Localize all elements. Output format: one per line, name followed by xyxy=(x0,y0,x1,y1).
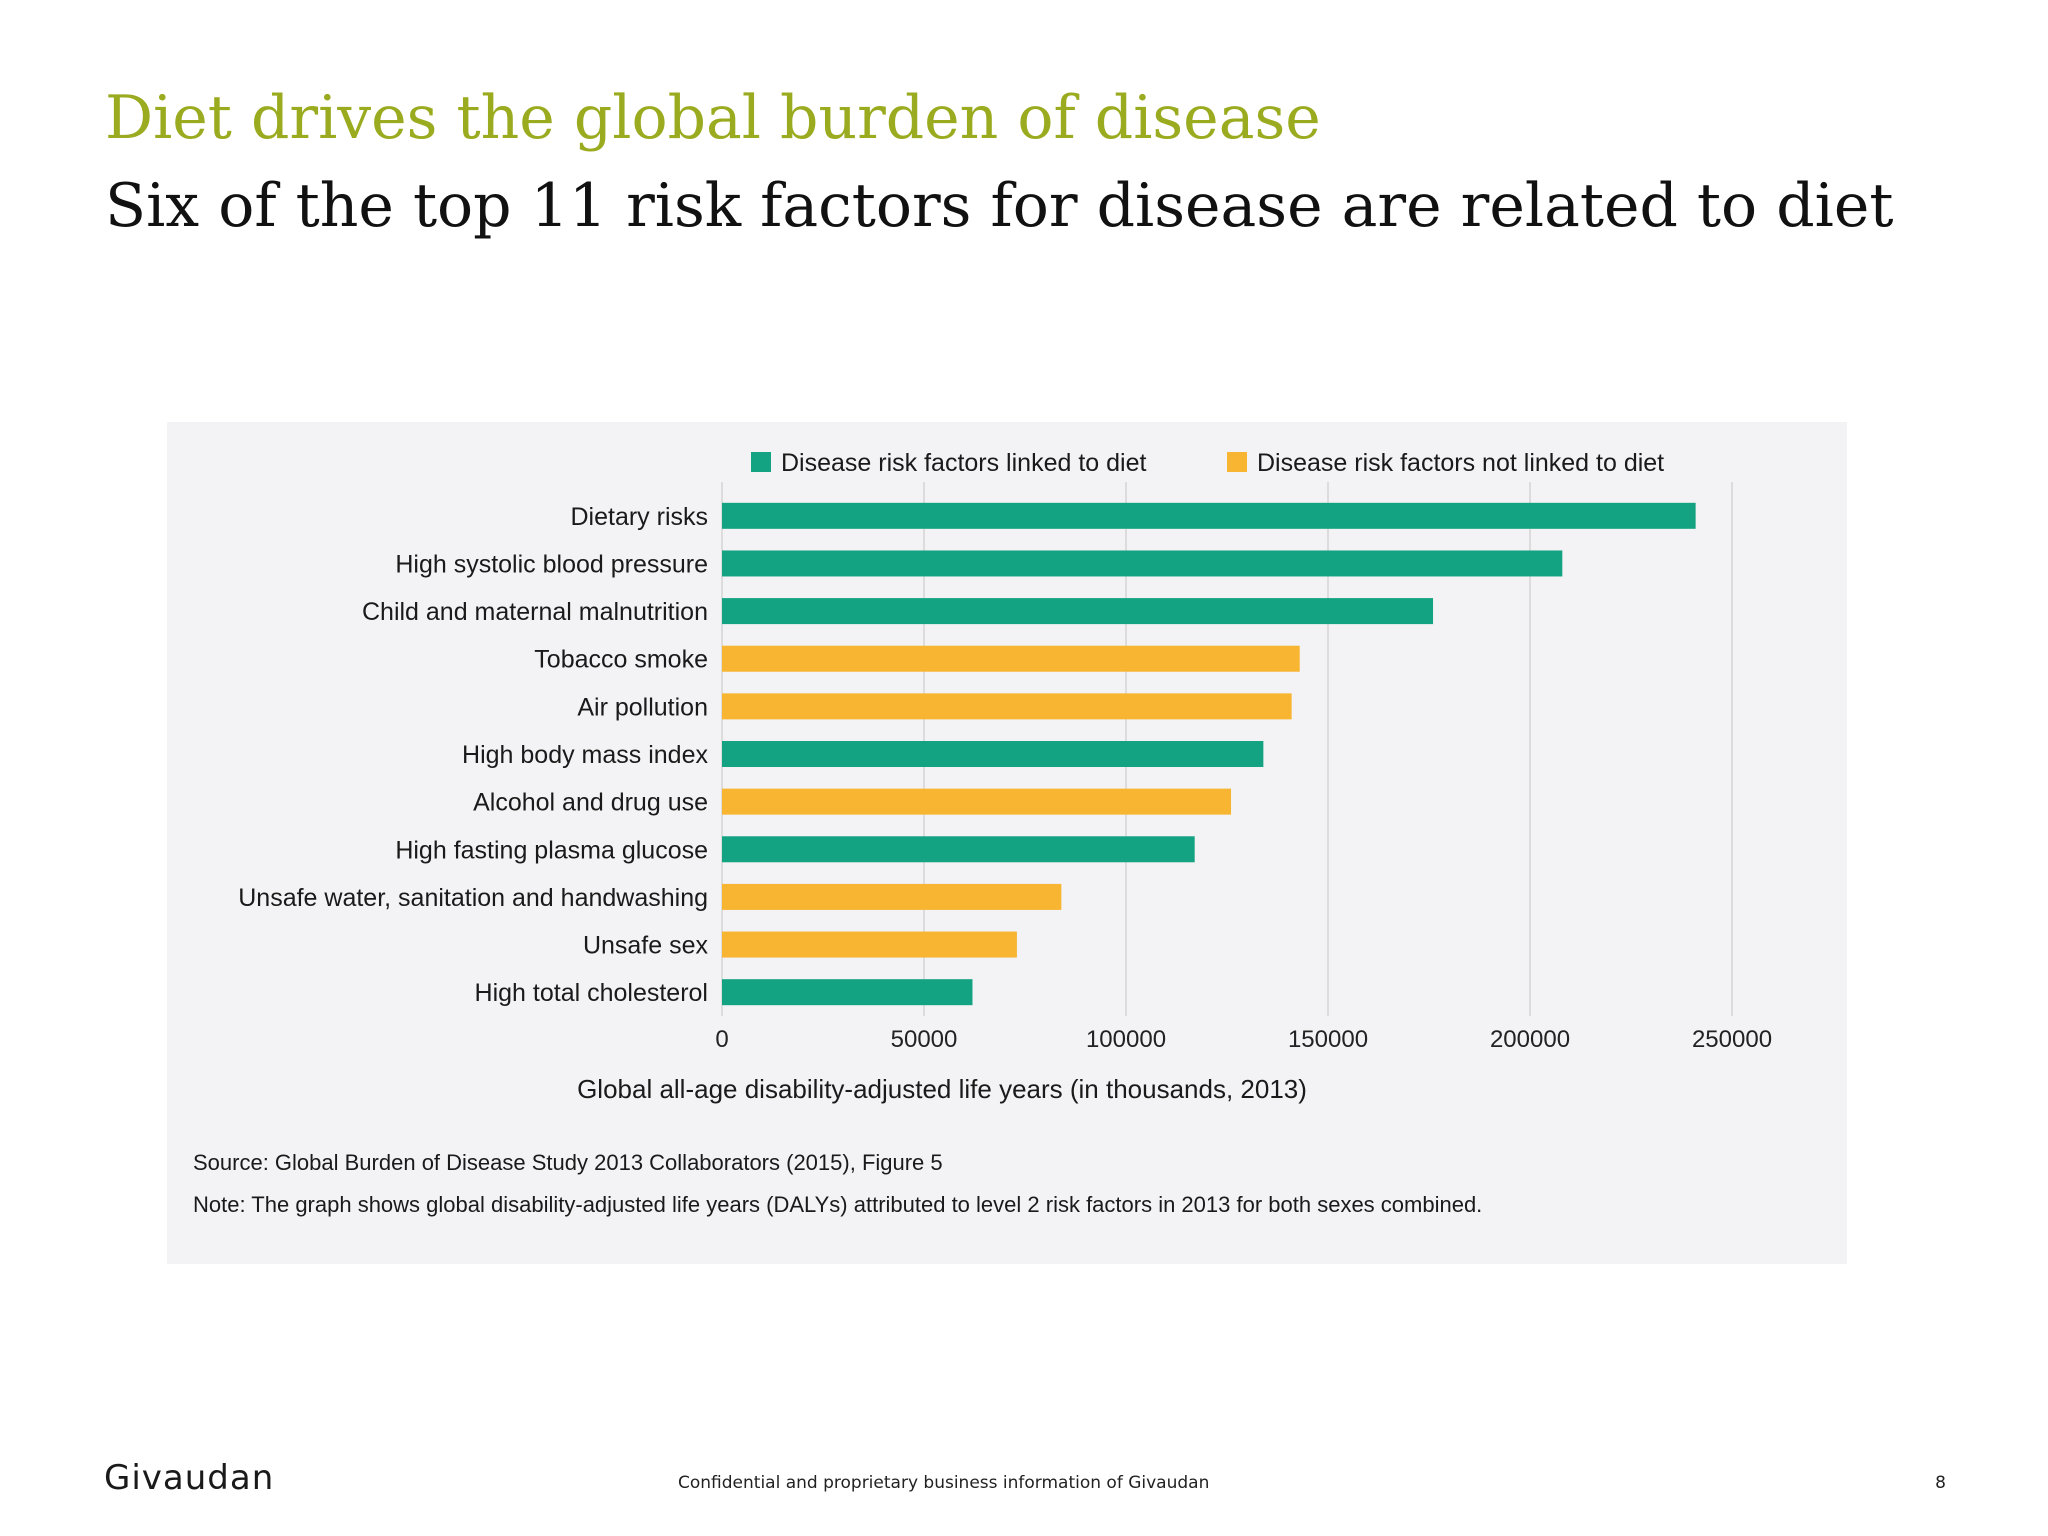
bar xyxy=(722,645,1300,672)
bar xyxy=(722,788,1232,815)
category-label: Child and maternal malnutrition xyxy=(362,598,708,626)
bars xyxy=(722,502,1696,1006)
category-label: Air pollution xyxy=(577,693,708,721)
x-tick-label: 50000 xyxy=(891,1026,958,1053)
category-labels: Dietary risks High systolic blood pressur… xyxy=(238,503,708,1007)
category-label: Dietary risks xyxy=(570,503,708,531)
confidential-notice: Confidential and proprietary business in… xyxy=(678,1473,1210,1493)
note-text: Note: The graph shows global disability-… xyxy=(193,1192,1483,1217)
bar xyxy=(722,836,1195,863)
category-label: Unsafe sex xyxy=(583,932,709,960)
givaudan-logo: Givaudan xyxy=(104,1458,275,1498)
bar xyxy=(722,693,1292,720)
slide-subtitle: Six of the top 11 risk factors for disea… xyxy=(105,171,1894,241)
category-label: High body mass index xyxy=(462,741,708,769)
category-label: Alcohol and drug use xyxy=(473,789,708,817)
category-label: Unsafe water, sanitation and handwashing xyxy=(238,884,708,912)
category-label: High systolic blood pressure xyxy=(395,550,708,578)
bar-chart: Disease risk factors linked to diet Dise… xyxy=(238,449,1772,1104)
category-label: High total cholesterol xyxy=(475,979,708,1007)
category-label: High fasting plasma glucose xyxy=(395,836,708,864)
bar xyxy=(722,979,973,1006)
bar xyxy=(722,502,1696,529)
x-tick-labels: 0 50000 100000 150000 200000 250000 xyxy=(715,1026,1772,1053)
legend-swatch-not-diet xyxy=(1227,452,1247,472)
bar xyxy=(722,741,1264,767)
legend-label-not-diet: Disease risk factors not linked to diet xyxy=(1257,449,1664,477)
x-tick-label: 0 xyxy=(715,1026,728,1053)
legend-label-diet: Disease risk factors linked to diet xyxy=(781,449,1146,477)
legend-swatch-diet xyxy=(751,452,771,472)
bar xyxy=(722,598,1434,625)
bar xyxy=(722,931,1017,958)
x-tick-label: 100000 xyxy=(1086,1026,1166,1053)
x-tick-label: 250000 xyxy=(1692,1026,1772,1053)
x-tick-label: 200000 xyxy=(1490,1026,1570,1053)
chart-panel: Disease risk factors linked to diet Dise… xyxy=(167,422,1847,1264)
x-axis-label: Global all-age disability-adjusted life … xyxy=(577,1074,1307,1104)
x-tick-label: 150000 xyxy=(1288,1026,1368,1053)
bar xyxy=(722,883,1062,910)
bar xyxy=(722,550,1563,577)
category-label: Tobacco smoke xyxy=(534,646,708,674)
chart-legend: Disease risk factors linked to diet Dise… xyxy=(751,449,1664,477)
page-number: 8 xyxy=(1935,1473,1946,1493)
slide-title: Diet drives the global burden of disease xyxy=(105,83,1321,153)
source-text: Source: Global Burden of Disease Study 2… xyxy=(193,1150,943,1175)
